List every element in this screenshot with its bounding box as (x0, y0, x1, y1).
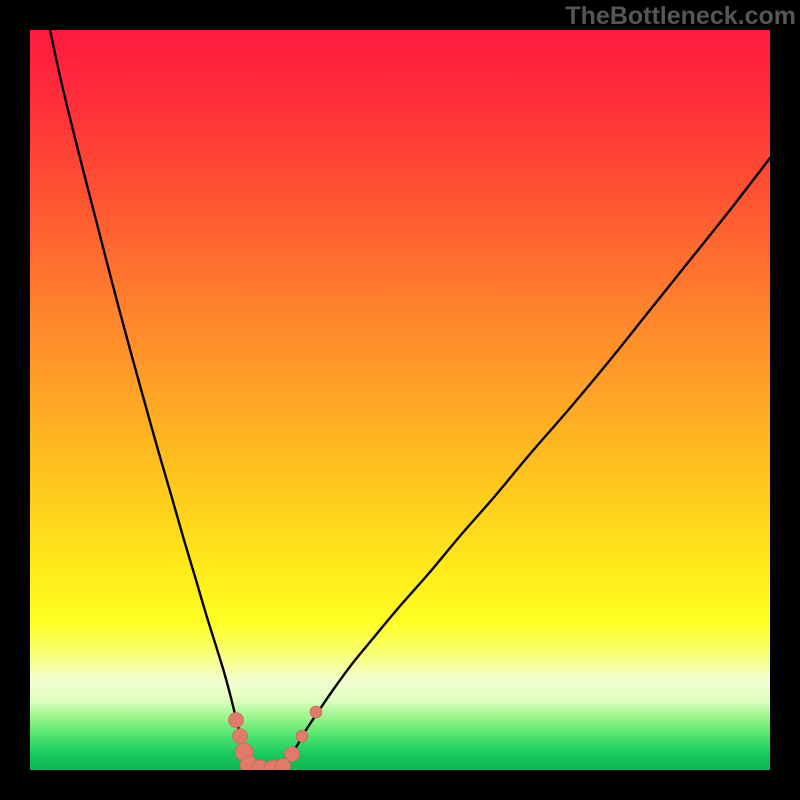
data-marker (285, 747, 300, 762)
chart-container: TheBottleneck.com (0, 0, 800, 800)
plot-area (30, 30, 770, 770)
watermark-text: TheBottleneck.com (565, 2, 796, 31)
curve-left-branch (50, 30, 246, 766)
data-marker (310, 706, 322, 718)
data-marker (296, 730, 308, 742)
data-marker (229, 713, 244, 728)
curve-right-branch (285, 158, 770, 765)
curve-layer (30, 30, 770, 770)
data-marker (233, 729, 248, 744)
